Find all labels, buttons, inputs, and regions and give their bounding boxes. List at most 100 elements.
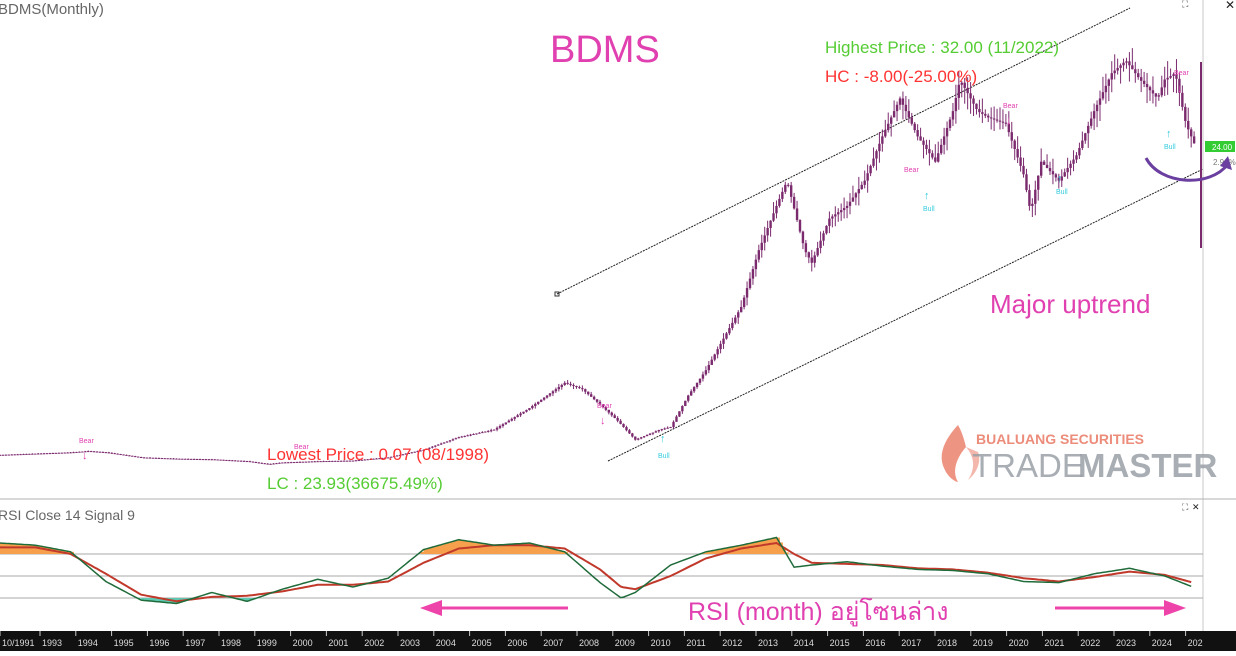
candle-body bbox=[134, 456, 136, 457]
candle-body bbox=[822, 233, 824, 240]
time-tick-label: 2019 bbox=[973, 638, 993, 648]
candle-body bbox=[161, 458, 163, 459]
rsi-line bbox=[0, 538, 1191, 604]
bear-marker: Bear ↓ bbox=[1174, 70, 1189, 95]
candle-body bbox=[758, 250, 760, 259]
rsi-overbought-fill bbox=[497, 545, 500, 554]
rsi-overbought-fill bbox=[18, 544, 21, 554]
candle-body bbox=[246, 461, 248, 462]
time-tick-label: 2005 bbox=[472, 638, 492, 648]
bull-marker: ↑ Bull bbox=[1164, 128, 1176, 151]
rsi-overbought-fill bbox=[479, 543, 482, 554]
time-tick-label: 2000 bbox=[293, 638, 313, 648]
candle-body bbox=[937, 153, 939, 161]
candle-body bbox=[1043, 162, 1045, 165]
brand-name-master: MASTER bbox=[1078, 447, 1218, 484]
time-tick-label: 2007 bbox=[543, 638, 563, 648]
candle-body bbox=[481, 432, 483, 433]
time-tick-label: 2015 bbox=[830, 638, 850, 648]
candle-body bbox=[549, 393, 551, 395]
rsi-overbought-fill bbox=[774, 538, 777, 554]
rsi-overbought-fill bbox=[476, 542, 479, 554]
candle-body bbox=[675, 417, 677, 422]
candle-body bbox=[1108, 80, 1110, 86]
candle-body bbox=[187, 459, 189, 460]
candle-body bbox=[25, 454, 27, 455]
candle-body bbox=[952, 111, 954, 119]
candle-body bbox=[1164, 80, 1166, 88]
candle-body bbox=[887, 124, 889, 130]
brand-logo-icon bbox=[942, 425, 966, 482]
candle-body bbox=[11, 454, 13, 455]
candle-body bbox=[458, 437, 460, 438]
bull-marker: ↑ Bull bbox=[1056, 173, 1068, 196]
candle-body bbox=[496, 428, 498, 430]
candle-body bbox=[28, 454, 30, 455]
candle-body bbox=[784, 185, 786, 192]
candle-body bbox=[564, 383, 566, 385]
candle-body bbox=[522, 412, 524, 414]
candle-body bbox=[734, 318, 736, 323]
maximize-icon[interactable]: ⛶ bbox=[1181, 0, 1189, 9]
candle-body bbox=[881, 136, 883, 143]
candle-body bbox=[1002, 122, 1004, 123]
chart-title: BDMS bbox=[550, 29, 660, 71]
candle-body bbox=[1064, 172, 1066, 176]
rsi-overbought-fill bbox=[3, 543, 6, 554]
candle-body bbox=[237, 461, 239, 462]
rsi-overbought-fill bbox=[6, 543, 9, 554]
candle-body bbox=[464, 436, 466, 437]
last-price-tag-text: 24.00 bbox=[1212, 143, 1233, 152]
candle-body bbox=[866, 173, 868, 180]
candle-body bbox=[1193, 136, 1195, 143]
candle-body bbox=[543, 398, 545, 400]
time-tick-label: 2002 bbox=[364, 638, 384, 648]
time-tick-label: 202 bbox=[1188, 638, 1203, 648]
bull-marker: ↑ Bull bbox=[658, 433, 670, 460]
candle-body bbox=[1116, 68, 1118, 71]
candle-body bbox=[1190, 129, 1192, 136]
close-icon[interactable]: ✕ bbox=[1225, 0, 1235, 12]
rsi-overbought-fill bbox=[771, 539, 774, 554]
candle-body bbox=[834, 214, 836, 216]
rsi-close-icon[interactable]: ✕ bbox=[1192, 502, 1200, 512]
candle-body bbox=[540, 400, 542, 402]
candle-body bbox=[1099, 98, 1101, 104]
candle-body bbox=[119, 454, 121, 455]
candle-body bbox=[661, 429, 663, 430]
candle-body bbox=[1122, 63, 1124, 66]
time-tick-label: 1994 bbox=[78, 638, 98, 648]
rsi-maximize-icon[interactable]: ⛶ bbox=[1181, 502, 1189, 512]
candle-body bbox=[714, 354, 716, 359]
candle-body bbox=[196, 459, 198, 460]
candle-body bbox=[608, 410, 610, 413]
candle-body bbox=[793, 197, 795, 209]
candle-body bbox=[808, 252, 810, 257]
candle-body bbox=[1052, 171, 1054, 174]
candle-body bbox=[1066, 168, 1068, 172]
candle-body bbox=[1011, 132, 1013, 140]
candle-body bbox=[487, 431, 489, 432]
candle-body bbox=[969, 93, 971, 98]
svg-text:Bull: Bull bbox=[923, 206, 935, 213]
candle-body bbox=[1105, 86, 1107, 92]
svg-text:Bull: Bull bbox=[1164, 144, 1176, 151]
rsi-annotation: RSI (month) อยู่โซนล่าง bbox=[688, 597, 948, 627]
up-arrow-icon: ↑ bbox=[1166, 128, 1172, 140]
candle-body bbox=[1184, 107, 1186, 121]
time-tick-label: 2020 bbox=[1009, 638, 1029, 648]
bear-marker: Bear ↓ bbox=[597, 403, 612, 427]
candle-body bbox=[1169, 76, 1171, 78]
candle-body bbox=[678, 411, 680, 416]
candle-body bbox=[858, 189, 860, 193]
candle-body bbox=[614, 415, 616, 418]
candle-body bbox=[861, 185, 863, 189]
rsi-overbought-fill bbox=[0, 543, 3, 554]
candle-body bbox=[240, 461, 242, 462]
candle-body bbox=[916, 130, 918, 136]
rsi-overbought-fill bbox=[753, 543, 756, 554]
candle-body bbox=[1114, 71, 1116, 74]
highest-price-label: Highest Price : 32.00 (11/2022) bbox=[825, 38, 1059, 57]
candle-body bbox=[122, 454, 124, 455]
candle-body bbox=[872, 159, 874, 166]
